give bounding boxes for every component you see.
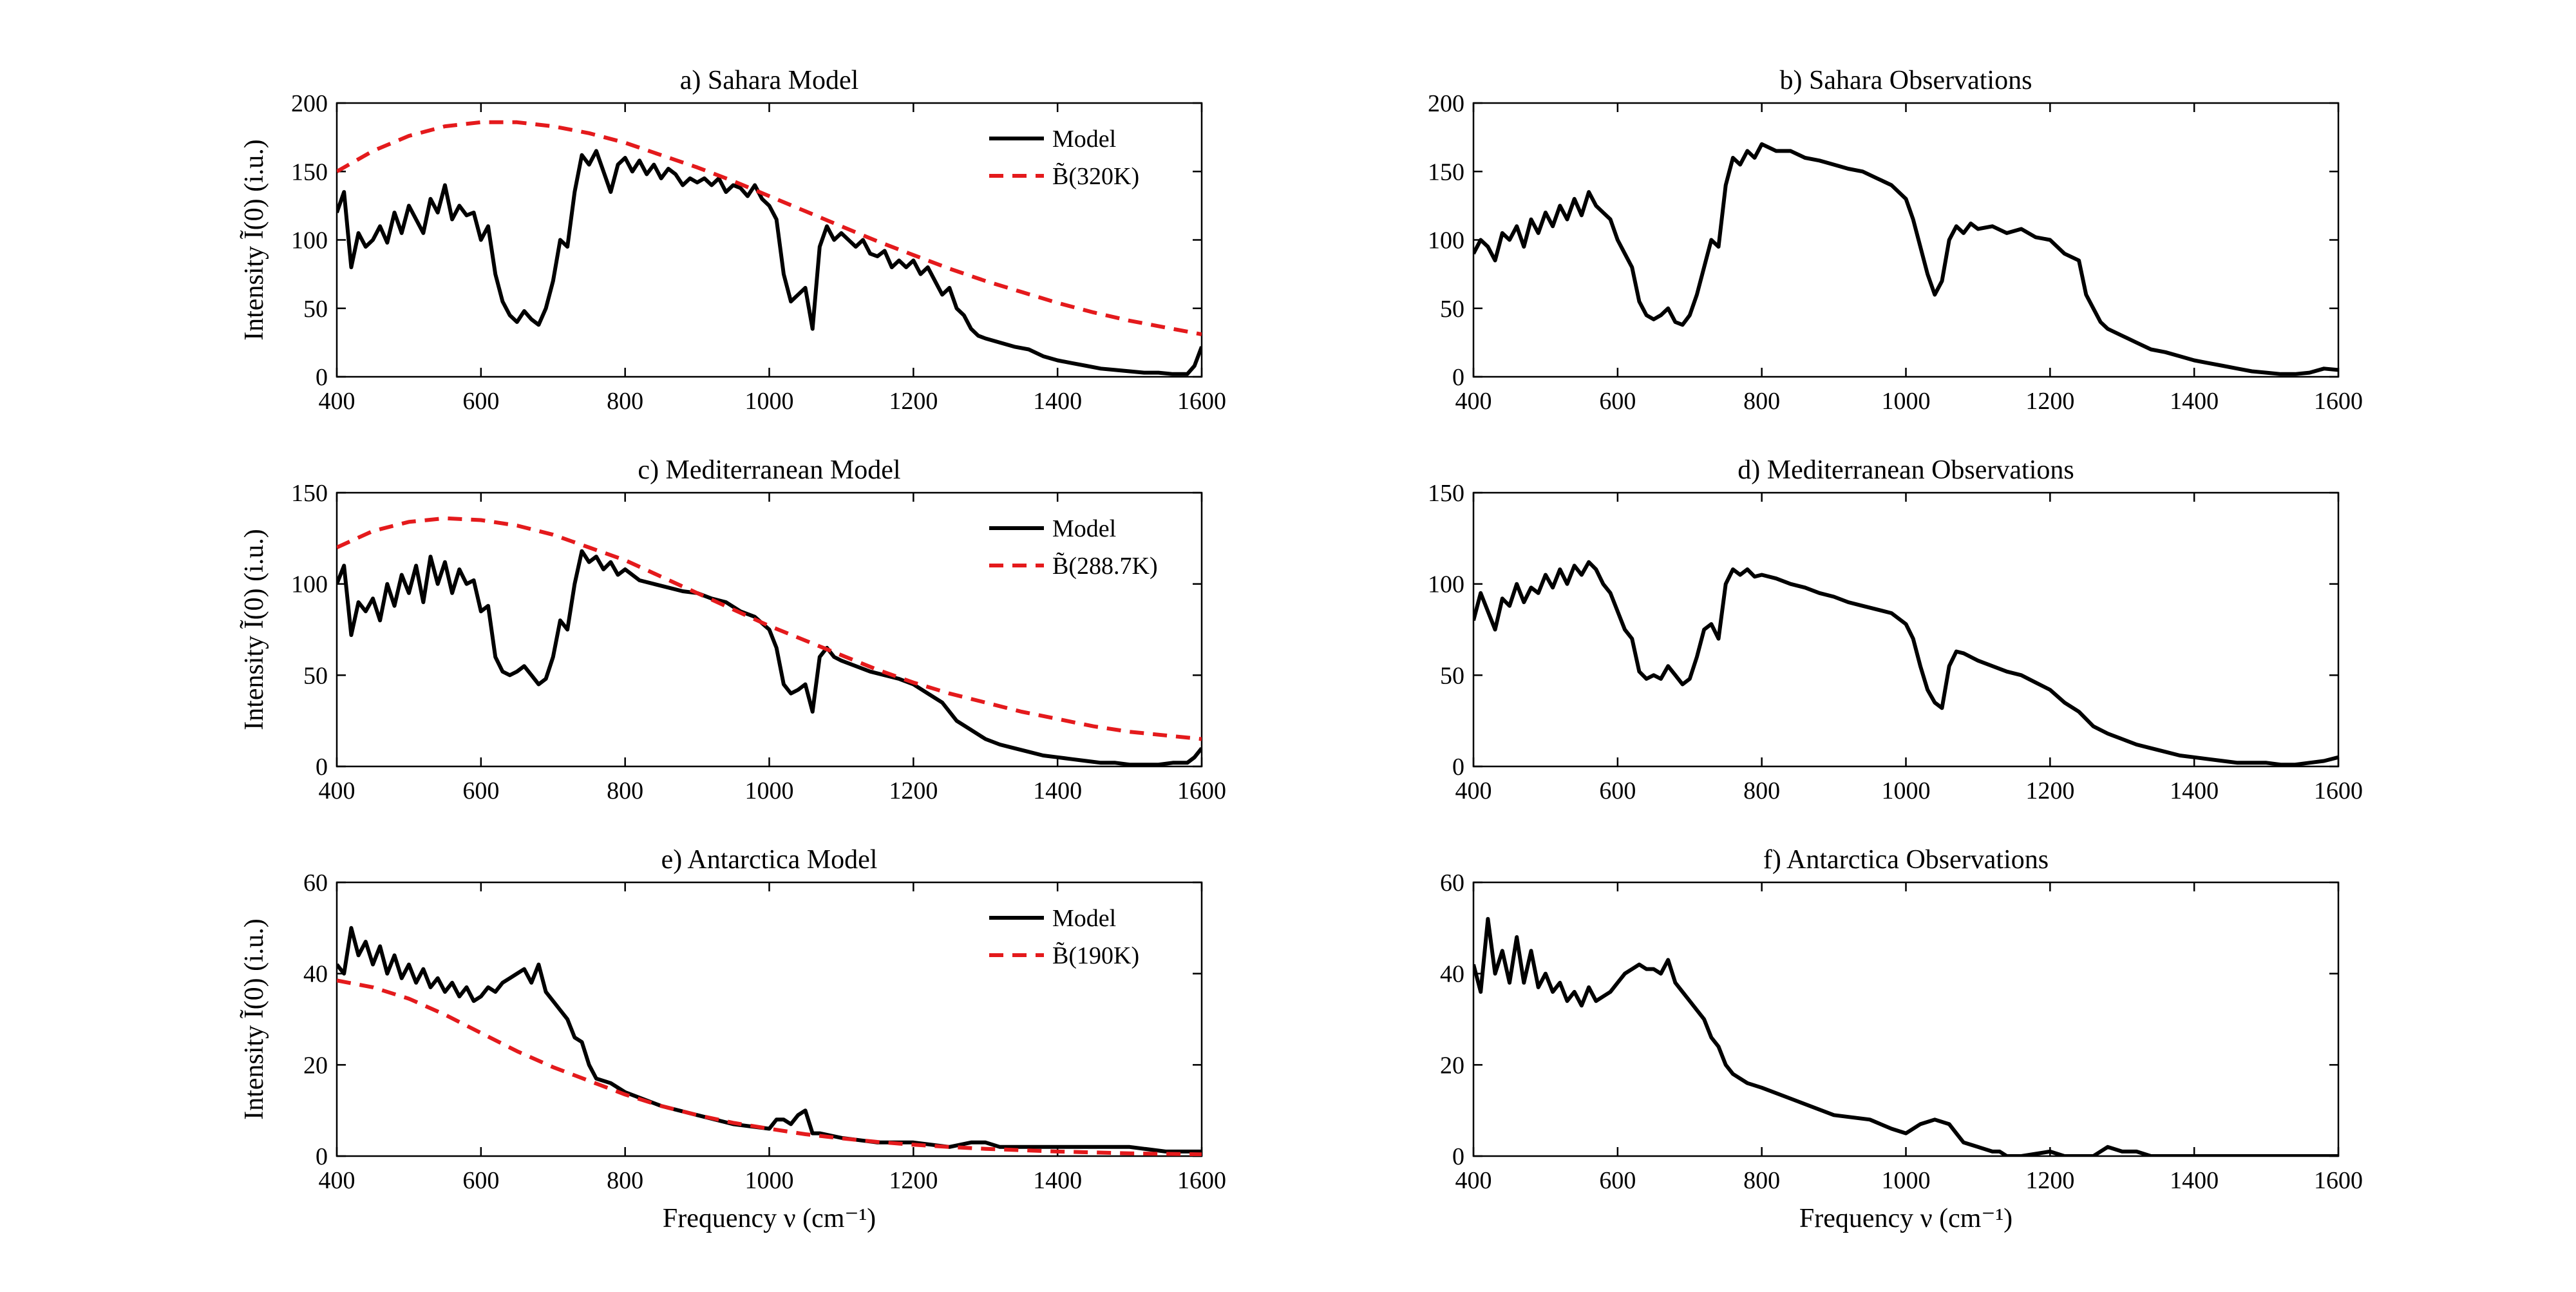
y-tick-label: 40 bbox=[303, 961, 328, 988]
y-tick-label: 20 bbox=[303, 1052, 328, 1079]
panel-e: 400 600 800 1000 1200 1400 1600 0 20 40 60 e) Antar… bbox=[240, 845, 1226, 1233]
axes-box bbox=[1473, 882, 2338, 1156]
x-tick-label: 600 bbox=[462, 388, 499, 415]
y-tick-label: 50 bbox=[1440, 662, 1464, 689]
panel-c: 400 600 800 1000 1200 1400 1600 0 50 100 150 c) Med… bbox=[240, 455, 1226, 804]
y-tick-label: 100 bbox=[291, 571, 328, 598]
y-tick-label: 0 bbox=[1452, 364, 1464, 391]
y-tick-label: 100 bbox=[291, 227, 328, 254]
panel-a: 400 600 800 1000 1200 1400 1600 0 50 100 150 200 a) … bbox=[240, 66, 1226, 415]
legend-label: B̃(190K) bbox=[1052, 942, 1139, 969]
panel-title: c) Mediterranean Model bbox=[638, 455, 900, 485]
y-tick-label: 150 bbox=[1428, 158, 1464, 185]
x-tick-label: 1400 bbox=[1033, 388, 1082, 415]
legend-label: B̃(320K) bbox=[1052, 163, 1139, 190]
x-tick-label: 600 bbox=[1599, 1167, 1636, 1194]
y-axis-label: Intensity Ĩ(0) (i.u.) bbox=[240, 139, 269, 341]
x-tick-label: 800 bbox=[1743, 388, 1780, 415]
panel-title: d) Mediterranean Observations bbox=[1738, 455, 2074, 485]
axes-box bbox=[1473, 493, 2338, 766]
x-tick-label: 400 bbox=[319, 1167, 355, 1194]
y-tick-label: 50 bbox=[303, 296, 328, 323]
panel-title: a) Sahara Model bbox=[680, 66, 859, 95]
x-axis-label: Frequency ν (cm⁻¹) bbox=[663, 1204, 876, 1233]
x-tick-label: 600 bbox=[462, 777, 499, 804]
x-tick-label: 1000 bbox=[745, 1167, 794, 1194]
x-tick-label: 800 bbox=[1743, 1167, 1780, 1194]
legend-label: Model bbox=[1052, 515, 1116, 542]
x-tick-label: 1400 bbox=[2170, 388, 2219, 415]
x-tick-label: 600 bbox=[1599, 388, 1636, 415]
axes-box bbox=[1473, 103, 2338, 377]
panel-title: b) Sahara Observations bbox=[1780, 66, 2032, 95]
x-tick-label: 1600 bbox=[1177, 777, 1226, 804]
panel-d: 400 600 800 1000 1200 1400 1600 0 50 100 150 d) Med… bbox=[1428, 455, 2363, 804]
x-tick-label: 1200 bbox=[889, 1167, 938, 1194]
panel-title: f) Antarctica Observations bbox=[1763, 845, 2049, 875]
y-tick-label: 150 bbox=[291, 480, 328, 507]
y-tick-label: 150 bbox=[291, 158, 328, 185]
x-tick-label: 1400 bbox=[2170, 1167, 2219, 1194]
x-tick-label: 1000 bbox=[745, 388, 794, 415]
x-tick-label: 1000 bbox=[745, 777, 794, 804]
legend-label: Model bbox=[1052, 905, 1116, 932]
x-tick-label: 1600 bbox=[1177, 388, 1226, 415]
x-tick-label: 1200 bbox=[2025, 777, 2074, 804]
x-tick-label: 1600 bbox=[2314, 388, 2363, 415]
x-tick-label: 1200 bbox=[889, 388, 938, 415]
x-tick-label: 600 bbox=[462, 1167, 499, 1194]
y-axis-label: Intensity Ĩ(0) (i.u.) bbox=[240, 529, 269, 730]
y-tick-label: 50 bbox=[303, 662, 328, 689]
x-tick-label: 1600 bbox=[2314, 777, 2363, 804]
x-tick-label: 1400 bbox=[1033, 777, 1082, 804]
x-tick-label: 800 bbox=[607, 777, 643, 804]
x-tick-label: 1400 bbox=[1033, 1167, 1082, 1194]
legend-label: Model bbox=[1052, 126, 1116, 153]
y-tick-label: 100 bbox=[1428, 571, 1464, 598]
y-tick-label: 60 bbox=[303, 869, 328, 897]
x-tick-label: 800 bbox=[607, 1167, 643, 1194]
panel-f: 400 600 800 1000 1200 1400 1600 0 20 40 60 f) Antar… bbox=[1440, 845, 2363, 1233]
x-tick-label: 1400 bbox=[2170, 777, 2219, 804]
x-tick-label: 400 bbox=[1455, 777, 1492, 804]
x-tick-label: 1200 bbox=[889, 777, 938, 804]
y-tick-label: 0 bbox=[1452, 754, 1464, 781]
y-tick-label: 60 bbox=[1440, 869, 1464, 897]
y-tick-label: 40 bbox=[1440, 961, 1464, 988]
y-tick-label: 0 bbox=[316, 754, 328, 781]
y-tick-label: 150 bbox=[1428, 480, 1464, 507]
x-tick-label: 400 bbox=[1455, 388, 1492, 415]
y-tick-label: 0 bbox=[1452, 1143, 1464, 1170]
x-tick-label: 400 bbox=[1455, 1167, 1492, 1194]
x-tick-label: 400 bbox=[319, 388, 355, 415]
y-tick-label: 100 bbox=[1428, 227, 1464, 254]
x-tick-label: 400 bbox=[319, 777, 355, 804]
y-axis-label: Intensity Ĩ(0) (i.u.) bbox=[240, 918, 269, 1120]
y-tick-label: 0 bbox=[316, 364, 328, 391]
y-tick-label: 50 bbox=[1440, 296, 1464, 323]
y-tick-label: 200 bbox=[1428, 90, 1464, 117]
x-tick-label: 1200 bbox=[2025, 388, 2074, 415]
x-tick-label: 1600 bbox=[2314, 1167, 2363, 1194]
figure: 4006008001000120014001600050100150200a) … bbox=[0, 0, 2576, 1292]
y-tick-label: 0 bbox=[316, 1143, 328, 1170]
x-tick-label: 1000 bbox=[1882, 1167, 1931, 1194]
x-tick-label: 1000 bbox=[1882, 777, 1931, 804]
x-axis-label: Frequency ν (cm⁻¹) bbox=[1799, 1204, 2012, 1233]
panel-title: e) Antarctica Model bbox=[661, 845, 878, 875]
x-tick-label: 800 bbox=[1743, 777, 1780, 804]
x-tick-label: 1600 bbox=[1177, 1167, 1226, 1194]
y-tick-label: 20 bbox=[1440, 1052, 1464, 1079]
panel-b: 400 600 800 1000 1200 1400 1600 0 50 100 150 200 b) … bbox=[1428, 66, 2363, 415]
x-tick-label: 1200 bbox=[2025, 1167, 2074, 1194]
x-tick-label: 1000 bbox=[1882, 388, 1931, 415]
legend-label: B̃(288.7K) bbox=[1052, 553, 1158, 580]
x-tick-label: 800 bbox=[607, 388, 643, 415]
x-tick-label: 600 bbox=[1599, 777, 1636, 804]
y-tick-label: 200 bbox=[291, 90, 328, 117]
